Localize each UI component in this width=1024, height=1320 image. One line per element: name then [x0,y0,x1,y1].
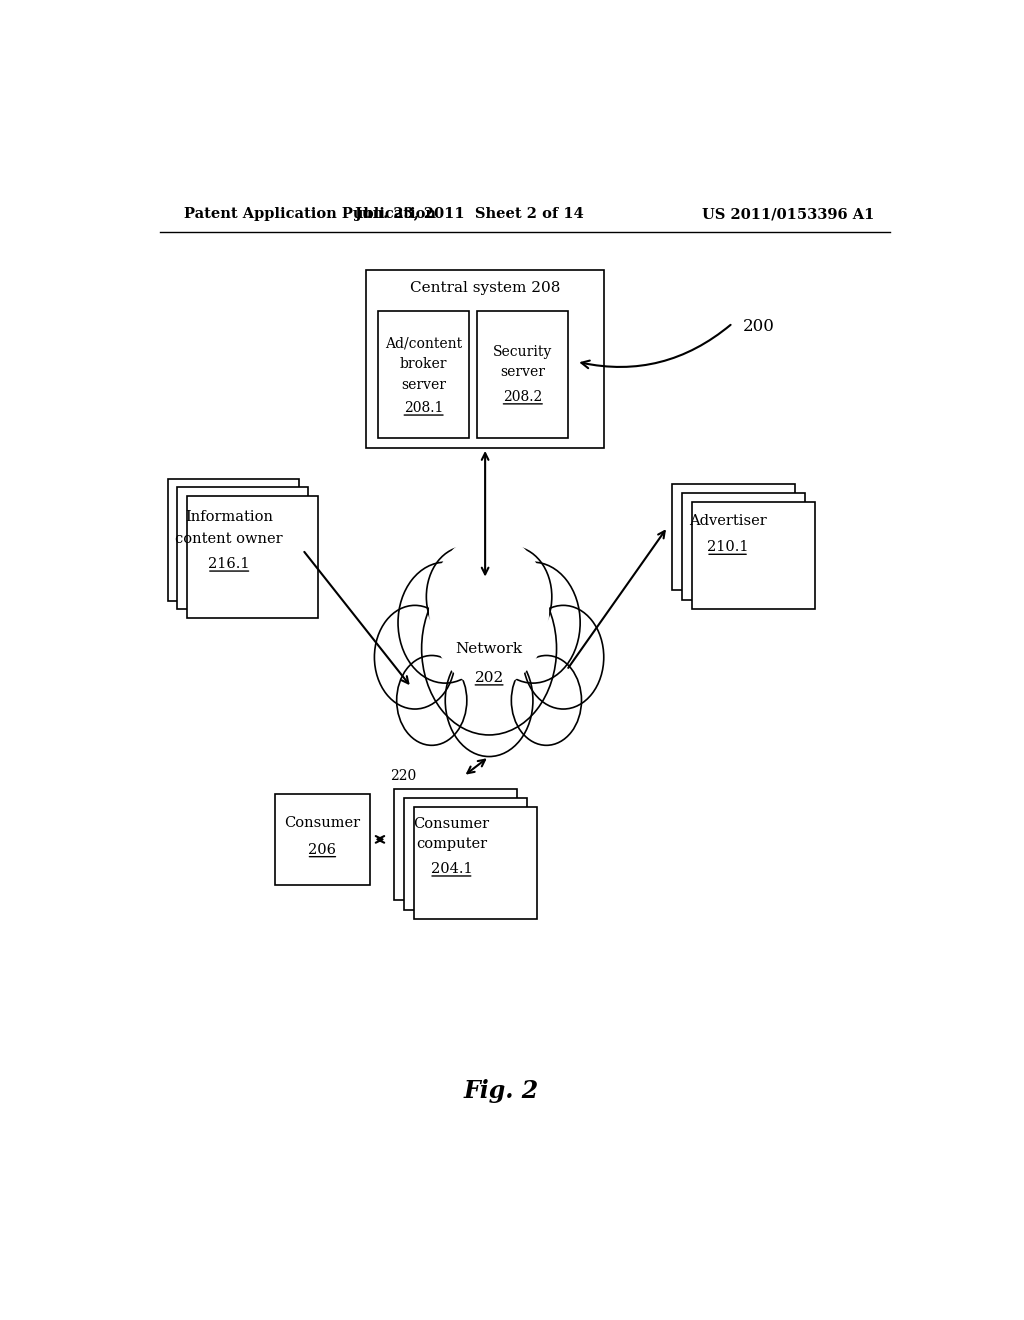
FancyBboxPatch shape [394,788,517,900]
Circle shape [511,656,582,746]
Text: Advertiser: Advertiser [689,513,766,528]
FancyBboxPatch shape [177,487,308,609]
FancyBboxPatch shape [367,271,604,447]
Text: Information: Information [185,511,273,524]
Text: 200: 200 [743,318,775,334]
Text: Consumer: Consumer [285,816,360,830]
FancyBboxPatch shape [415,807,538,919]
Text: Patent Application Publication: Patent Application Publication [183,207,435,222]
Text: 208.1: 208.1 [403,401,443,414]
Circle shape [422,562,557,735]
Text: Fig. 2: Fig. 2 [464,1080,539,1104]
Circle shape [426,546,505,647]
Text: 220: 220 [390,770,416,784]
FancyBboxPatch shape [672,483,795,590]
Text: computer: computer [416,837,487,851]
Text: 216.1: 216.1 [209,557,250,572]
FancyBboxPatch shape [186,495,317,618]
Circle shape [398,562,493,684]
FancyBboxPatch shape [274,793,370,886]
Text: Security: Security [494,345,552,359]
Text: content owner: content owner [175,532,283,545]
FancyBboxPatch shape [168,479,299,601]
Text: 202: 202 [474,671,504,685]
Text: 206: 206 [308,842,337,857]
Text: 208.2: 208.2 [503,389,543,404]
Circle shape [445,644,532,756]
Circle shape [523,606,604,709]
Text: 210.1: 210.1 [707,540,749,554]
Text: Network: Network [456,643,522,656]
Text: US 2011/0153396 A1: US 2011/0153396 A1 [701,207,873,222]
FancyBboxPatch shape [682,492,805,599]
Circle shape [396,656,467,746]
Circle shape [485,562,581,684]
Text: 204.1: 204.1 [430,862,472,876]
Text: Central system 208: Central system 208 [410,281,560,296]
Text: server: server [501,366,546,379]
Text: server: server [401,378,446,392]
Text: Ad/content: Ad/content [385,337,462,351]
Text: broker: broker [399,358,447,371]
FancyBboxPatch shape [404,797,527,909]
Circle shape [430,535,549,686]
Text: Jun. 23, 2011  Sheet 2 of 14: Jun. 23, 2011 Sheet 2 of 14 [355,207,584,222]
FancyBboxPatch shape [477,312,568,438]
FancyBboxPatch shape [692,502,815,609]
Text: Consumer: Consumer [414,817,489,832]
FancyBboxPatch shape [378,312,469,438]
Circle shape [375,606,456,709]
Circle shape [473,546,552,647]
